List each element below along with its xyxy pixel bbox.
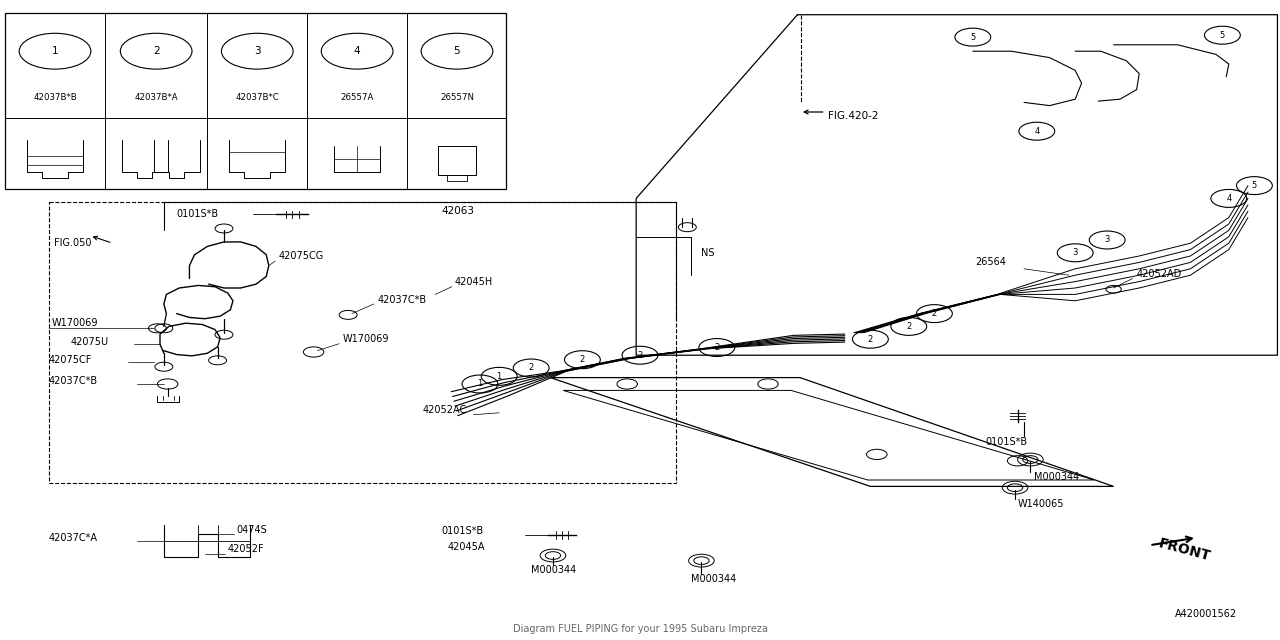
Text: 4: 4 — [353, 46, 361, 56]
Text: A420001562: A420001562 — [1175, 609, 1238, 620]
Text: 42075U: 42075U — [70, 337, 109, 348]
Text: 42037B*B: 42037B*B — [33, 93, 77, 102]
Text: NS: NS — [701, 248, 716, 258]
Text: 1: 1 — [51, 46, 59, 56]
Text: 42075CF: 42075CF — [49, 355, 92, 365]
Bar — [49, 202, 676, 483]
Text: 26557N: 26557N — [440, 93, 474, 102]
Text: 5: 5 — [1220, 31, 1225, 40]
Text: Diagram FUEL PIPING for your 1995 Subaru Impreza: Diagram FUEL PIPING for your 1995 Subaru… — [512, 623, 768, 634]
Text: 2: 2 — [932, 309, 937, 318]
Text: M000344: M000344 — [691, 574, 736, 584]
Text: 0101S*B: 0101S*B — [442, 526, 484, 536]
Text: 42045H: 42045H — [454, 276, 493, 287]
Text: 2: 2 — [580, 355, 585, 364]
Text: 4: 4 — [1226, 194, 1231, 203]
Text: 42052AD: 42052AD — [1137, 269, 1181, 279]
Text: 3: 3 — [1073, 248, 1078, 257]
Text: 42037B*A: 42037B*A — [134, 93, 178, 102]
Text: 26557A: 26557A — [340, 93, 374, 102]
Text: 0101S*B: 0101S*B — [177, 209, 219, 220]
Text: 42037C*B: 42037C*B — [378, 294, 426, 305]
Text: FIG.420-2: FIG.420-2 — [828, 111, 878, 122]
Text: 3: 3 — [253, 46, 261, 56]
Text: FIG.050: FIG.050 — [54, 238, 91, 248]
Text: 42037B*C: 42037B*C — [236, 93, 279, 102]
Text: 42063: 42063 — [442, 206, 475, 216]
Text: 26564: 26564 — [975, 257, 1006, 268]
Text: 1: 1 — [497, 372, 502, 381]
Text: W140065: W140065 — [1018, 499, 1064, 509]
Text: 2: 2 — [637, 351, 643, 360]
Text: 2: 2 — [714, 343, 719, 352]
Text: W170069: W170069 — [343, 334, 389, 344]
Text: 0101S*B: 0101S*B — [986, 436, 1028, 447]
Text: 3: 3 — [1105, 236, 1110, 244]
Bar — [5, 13, 506, 189]
Text: 42075CG: 42075CG — [279, 251, 324, 261]
Text: 42052AC: 42052AC — [422, 404, 467, 415]
Text: 42037C*A: 42037C*A — [49, 532, 97, 543]
Text: 2: 2 — [529, 364, 534, 372]
Text: M000344: M000344 — [531, 564, 576, 575]
Text: 5: 5 — [970, 33, 975, 42]
Text: M000344: M000344 — [1034, 472, 1079, 482]
Text: 4: 4 — [1034, 127, 1039, 136]
Text: 42045A: 42045A — [448, 542, 485, 552]
Text: W170069: W170069 — [51, 317, 97, 328]
Text: 2: 2 — [906, 322, 911, 331]
Text: 0474S: 0474S — [237, 525, 268, 535]
Text: 42037C*B: 42037C*B — [49, 376, 97, 387]
Text: FRONT: FRONT — [1157, 536, 1212, 563]
Text: 42052F: 42052F — [228, 544, 265, 554]
Text: 2: 2 — [868, 335, 873, 344]
Text: 5: 5 — [1252, 181, 1257, 190]
Text: 2: 2 — [152, 46, 160, 56]
Text: 1: 1 — [477, 380, 483, 388]
Text: 5: 5 — [453, 46, 461, 56]
